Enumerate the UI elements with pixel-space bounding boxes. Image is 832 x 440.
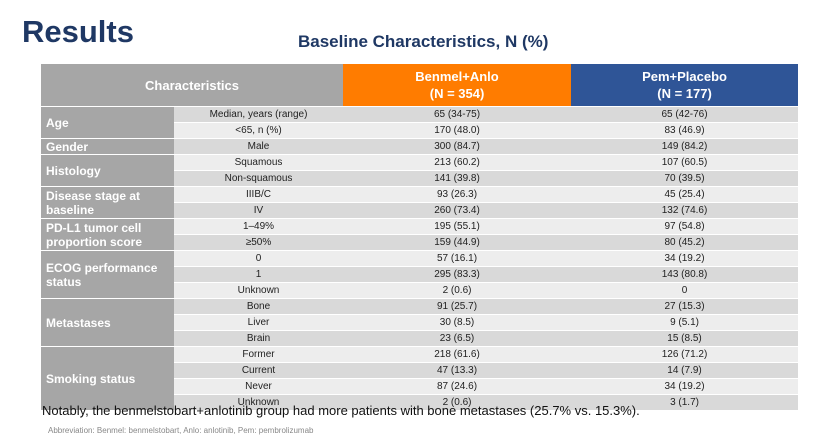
row-label: <65, n (%)	[174, 122, 344, 139]
row-label: Never	[174, 378, 344, 395]
table-row: Gender Male 300 (84.7) 149 (84.2)	[41, 138, 799, 155]
row-label: IV	[174, 202, 344, 219]
row-label: Current	[174, 362, 344, 379]
cell-pem: 126 (71.2)	[571, 346, 799, 363]
cell-pem: 3 (1.7)	[571, 394, 799, 410]
table-title: Baseline Characteristics, N (%)	[298, 32, 549, 51]
arm1-name: Benmel+Anlo	[415, 69, 499, 84]
row-label: Unknown	[174, 394, 344, 410]
category-histology: Histology	[41, 154, 174, 187]
table-row: Current 47 (13.3) 14 (7.9)	[41, 362, 799, 379]
row-label: Brain	[174, 330, 344, 347]
cell-pem: 80 (45.2)	[571, 234, 799, 251]
cell-benmel: 87 (24.6)	[343, 378, 572, 395]
row-label: ≥50%	[174, 234, 344, 251]
category-age: Age	[41, 106, 174, 139]
cell-pem: 70 (39.5)	[571, 170, 799, 187]
row-label: Liver	[174, 314, 344, 331]
table-row: Disease stage at baseline IIIB/C 93 (26.…	[41, 186, 799, 219]
category-pd-l1: PD-L1 tumor cell proportion score	[41, 218, 174, 251]
row-label: 1	[174, 266, 344, 283]
cell-benmel: 300 (84.7)	[343, 138, 572, 155]
baseline-table: Characteristics Benmel+Anlo (N = 354) Pe…	[41, 64, 799, 410]
cell-pem: 15 (8.5)	[571, 330, 799, 347]
row-label: Median, years (range)	[174, 106, 344, 123]
cell-pem: 34 (19.2)	[571, 378, 799, 395]
cell-pem: 83 (46.9)	[571, 122, 799, 139]
header-arm-pem-placebo: Pem+Placebo (N = 177)	[571, 64, 799, 107]
row-label: IIIB/C	[174, 186, 344, 203]
cell-pem: 143 (80.8)	[571, 266, 799, 283]
arm2-n: (N = 177)	[657, 86, 712, 101]
table-row: Smoking status Former 218 (61.6) 126 (71…	[41, 346, 799, 410]
table-row: Metastases Bone 91 (25.7) 27 (15.3)	[41, 298, 799, 347]
cell-benmel: 93 (26.3)	[343, 186, 572, 203]
table-row: Never 87 (24.6) 34 (19.2)	[41, 378, 799, 395]
cell-benmel: 159 (44.9)	[343, 234, 572, 251]
category-ecog: ECOG performance status	[41, 250, 174, 299]
row-label: Non-squamous	[174, 170, 344, 187]
cell-benmel: 23 (6.5)	[343, 330, 572, 347]
category-metastases: Metastases	[41, 298, 174, 347]
row-label: Bone	[174, 298, 344, 315]
cell-benmel: 141 (39.8)	[343, 170, 572, 187]
cell-benmel: 91 (25.7)	[343, 298, 572, 315]
header-characteristics: Characteristics	[41, 64, 344, 107]
abbreviation-footnote: Abbreviation: Benmel: benmelstobart, Anl…	[48, 426, 314, 435]
cell-pem: 97 (54.8)	[571, 218, 799, 235]
row-label: Male	[174, 138, 344, 155]
cell-pem: 65 (42-76)	[571, 106, 799, 123]
row-label: 1–49%	[174, 218, 344, 235]
header-row: Characteristics Benmel+Anlo (N = 354) Pe…	[41, 64, 799, 107]
cell-benmel: 30 (8.5)	[343, 314, 572, 331]
cell-benmel: 170 (48.0)	[343, 122, 572, 139]
cell-benmel: 213 (60.2)	[343, 154, 572, 171]
category-disease-stage: Disease stage at baseline	[41, 186, 174, 219]
category-smoking: Smoking status	[41, 346, 174, 410]
table-row: ≥50% 159 (44.9) 80 (45.2)	[41, 234, 799, 251]
cell-pem: 14 (7.9)	[571, 362, 799, 379]
cell-pem: 0	[571, 282, 799, 299]
cell-benmel: 65 (34-75)	[343, 106, 572, 123]
cell-pem: 9 (5.1)	[571, 314, 799, 331]
table-row: ECOG performance status 0 57 (16.1) 34 (…	[41, 250, 799, 299]
arm1-n: (N = 354)	[429, 86, 485, 101]
summary-note: Notably, the benmelstobart+anlotinib gro…	[42, 403, 640, 418]
table-row: Liver 30 (8.5) 9 (5.1)	[41, 314, 799, 331]
header-arm-benmel-anlo: Benmel+Anlo (N = 354)	[343, 64, 572, 107]
table-row: Non-squamous 141 (39.8) 70 (39.5)	[41, 170, 799, 187]
cell-benmel: 57 (16.1)	[343, 250, 572, 267]
row-label: 0	[174, 250, 344, 267]
table-row: PD-L1 tumor cell proportion score 1–49% …	[41, 218, 799, 251]
cell-benmel: 47 (13.3)	[343, 362, 572, 379]
table-row: Unknown 2 (0.6) 0	[41, 282, 799, 299]
cell-benmel: 260 (73.4)	[343, 202, 572, 219]
cell-pem: 149 (84.2)	[571, 138, 799, 155]
cell-pem: 34 (19.2)	[571, 250, 799, 267]
cell-benmel: 195 (55.1)	[343, 218, 572, 235]
table-row: Brain 23 (6.5) 15 (8.5)	[41, 330, 799, 347]
cell-benmel: 2 (0.6)	[343, 282, 572, 299]
cell-pem: 45 (25.4)	[571, 186, 799, 203]
row-label: Former	[174, 346, 344, 363]
category-gender: Gender	[41, 138, 174, 155]
table-row: IV 260 (73.4) 132 (74.6)	[41, 202, 799, 219]
table-row: Unknown 2 (0.6) 3 (1.7)	[41, 394, 799, 410]
table-row: Histology Squamous 213 (60.2) 107 (60.5)	[41, 154, 799, 187]
row-label: Unknown	[174, 282, 344, 299]
cell-benmel: 295 (83.3)	[343, 266, 572, 283]
arm2-name: Pem+Placebo	[642, 69, 727, 84]
page-title: Results	[22, 14, 134, 49]
cell-pem: 132 (74.6)	[571, 202, 799, 219]
table-row: Age Median, years (range) 65 (34-75) 65 …	[41, 106, 799, 139]
table-row: <65, n (%) 170 (48.0) 83 (46.9)	[41, 122, 799, 139]
row-label: Squamous	[174, 154, 344, 171]
cell-benmel: 2 (0.6)	[343, 394, 572, 410]
table-row: 1 295 (83.3) 143 (80.8)	[41, 266, 799, 283]
cell-pem: 107 (60.5)	[571, 154, 799, 171]
cell-benmel: 218 (61.6)	[343, 346, 572, 363]
cell-pem: 27 (15.3)	[571, 298, 799, 315]
